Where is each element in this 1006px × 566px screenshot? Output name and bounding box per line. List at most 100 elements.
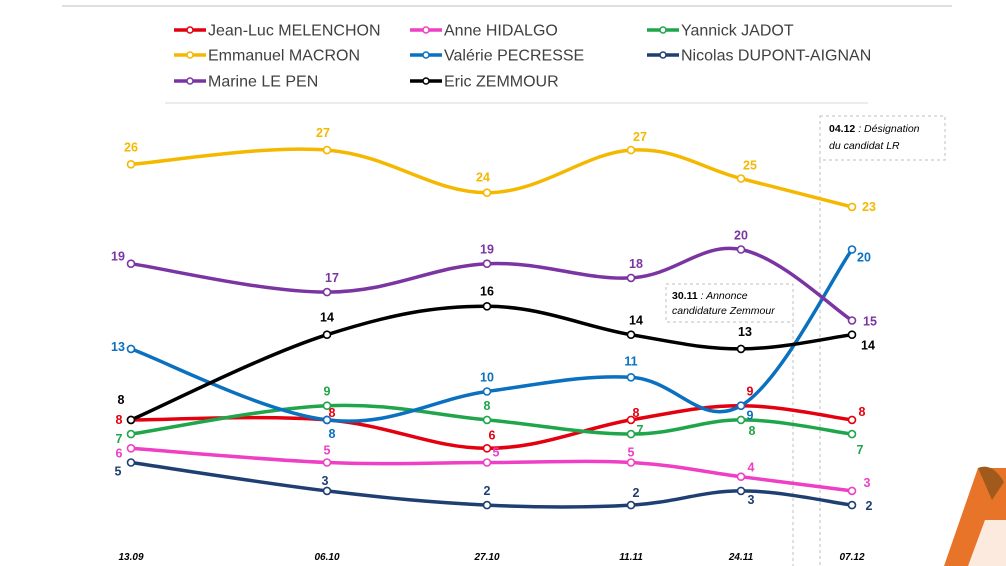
data-point-yannick-jadot-27-10	[482, 415, 492, 425]
data-label-eric-zemmour-24-11: 13	[738, 325, 752, 339]
data-point-eric-zemmour-24-11	[736, 344, 746, 354]
brand-logo	[944, 466, 1006, 566]
data-label-marine-le-pen-06-10: 17	[325, 271, 339, 285]
data-label-jean-luc-melenchon-24-11: 9	[747, 385, 754, 399]
legend-marker-jean-luc-melenchon	[186, 26, 194, 34]
data-point-valerie-pecresse-13-09	[126, 344, 136, 354]
series-line-marine-le-pen	[129, 246, 854, 323]
data-point-nicolas-dupont-aignan-24-11	[736, 486, 746, 496]
data-point-jean-luc-melenchon-27-10	[482, 443, 492, 453]
data-point-nicolas-dupont-aignan-06-10	[322, 486, 332, 496]
data-label-emmanuel-macron-24-11: 25	[743, 159, 757, 173]
legend-marker-eric-zemmour	[422, 77, 430, 85]
legend-label-jean-luc-melenchon: Jean-Luc MELENCHON	[208, 23, 381, 40]
x-tick-11-11: 11.11	[619, 552, 643, 563]
data-label-eric-zemmour-07-12: 14	[861, 339, 875, 353]
data-label-anne-hidalgo-11-11: 5	[628, 446, 635, 460]
data-label-eric-zemmour-11-11: 14	[629, 314, 643, 328]
legend-marker-marine-le-pen	[186, 77, 194, 85]
legend: Jean-Luc MELENCHON Anne HIDALGO Yannick JA…	[174, 23, 871, 91]
svg-text:30.11 : Annonce: 30.11 : Annonce	[672, 290, 748, 302]
data-point-valerie-pecresse-07-12	[847, 245, 857, 254]
data-point-valerie-pecresse-06-10	[322, 415, 332, 425]
data-label-marine-le-pen-27-10: 19	[480, 243, 494, 257]
legend-label-nicolas-dupont-aignan: Nicolas DUPONT-AIGNAN	[681, 48, 871, 65]
data-point-eric-zemmour-13-09	[126, 415, 136, 425]
legend-marker-yannick-jadot	[659, 26, 667, 34]
data-label-marine-le-pen-07-12: 15	[863, 315, 877, 329]
data-point-nicolas-dupont-aignan-07-12	[847, 500, 857, 510]
data-label-jean-luc-melenchon-07-12: 8	[859, 405, 866, 419]
legend-marker-emmanuel-macron	[186, 51, 194, 59]
data-label-valerie-pecresse-06-10: 8	[329, 427, 336, 441]
data-label-anne-hidalgo-13-09: 6	[116, 446, 123, 460]
data-point-yannick-jadot-13-09	[126, 429, 136, 439]
data-label-marine-le-pen-13-09: 19	[111, 250, 125, 264]
data-label-nicolas-dupont-aignan-24-11: 3	[748, 493, 755, 507]
data-point-marine-le-pen-06-10	[322, 287, 332, 297]
series-points	[126, 145, 857, 510]
data-label-yannick-jadot-06-10: 9	[324, 385, 331, 399]
data-label-yannick-jadot-13-09: 7	[116, 432, 123, 446]
x-tick-27-10: 27.10	[473, 552, 499, 563]
data-label-nicolas-dupont-aignan-13-09: 5	[115, 465, 122, 479]
data-label-emmanuel-macron-27-10: 24	[476, 171, 490, 185]
data-point-marine-le-pen-24-11	[736, 245, 746, 254]
data-label-eric-zemmour-27-10: 16	[480, 284, 494, 298]
data-point-emmanuel-macron-06-10	[322, 145, 332, 155]
data-point-nicolas-dupont-aignan-11-11	[626, 500, 636, 510]
data-point-marine-le-pen-13-09	[126, 259, 136, 269]
legend-marker-anne-hidalgo	[422, 26, 430, 34]
annotation-zemmour-date: 30.11	[672, 290, 698, 302]
data-point-eric-zemmour-11-11	[626, 330, 636, 340]
data-point-anne-hidalgo-06-10	[322, 458, 332, 467]
annotation-zemmour: 30.11 : Annonce candidature Zemmour	[665, 283, 794, 323]
data-label-emmanuel-macron-13-09: 26	[124, 140, 138, 154]
data-point-nicolas-dupont-aignan-27-10	[482, 500, 492, 510]
data-label-eric-zemmour-13-09: 8	[118, 393, 125, 407]
data-point-eric-zemmour-27-10	[482, 301, 492, 311]
annotation-lr-box	[819, 115, 946, 161]
data-point-nicolas-dupont-aignan-13-09	[126, 458, 136, 467]
data-point-yannick-jadot-07-12	[847, 429, 857, 439]
data-point-eric-zemmour-06-10	[322, 330, 332, 340]
series-line-valerie-pecresse	[129, 247, 854, 423]
x-tick-07-12: 07.12	[839, 552, 864, 563]
annotation-lr-date: 04.12	[829, 123, 855, 135]
annotation-zemmour-line2: candidature Zemmour	[672, 305, 775, 317]
data-label-jean-luc-melenchon-11-11: 8	[633, 406, 640, 420]
data-label-anne-hidalgo-07-12: 3	[864, 476, 871, 490]
data-point-emmanuel-macron-27-10	[482, 188, 492, 197]
data-label-jean-luc-melenchon-06-10: 8	[329, 406, 336, 420]
legend-marker-valerie-pecresse	[422, 51, 430, 59]
data-point-anne-hidalgo-24-11	[736, 472, 746, 482]
x-tick-06-10: 06.10	[314, 552, 339, 563]
legend-label-emmanuel-macron: Emmanuel MACRON	[208, 48, 360, 65]
legend-label-anne-hidalgo: Anne HIDALGO	[444, 23, 558, 40]
legend-label-yannick-jadot: Yannick JADOT	[681, 23, 794, 40]
data-label-marine-le-pen-24-11: 20	[734, 229, 748, 243]
svg-text:04.12 : Désignation: 04.12 : Désignation	[829, 123, 920, 135]
annotation-lr-line1: Désignation	[864, 123, 920, 135]
data-label-jean-luc-melenchon-13-09: 8	[116, 413, 123, 427]
data-label-yannick-jadot-07-12: 7	[857, 443, 864, 457]
data-label-nicolas-dupont-aignan-11-11: 2	[633, 486, 640, 500]
series-line-nicolas-dupont-aignan	[129, 460, 854, 509]
x-tick-13-09: 13.09	[118, 552, 143, 563]
data-point-emmanuel-macron-13-09	[126, 160, 136, 169]
data-point-emmanuel-macron-11-11	[626, 145, 636, 155]
data-label-valerie-pecresse-07-12: 20	[857, 251, 871, 265]
data-point-jean-luc-melenchon-07-12	[847, 415, 857, 425]
data-label-yannick-jadot-24-11: 8	[749, 424, 756, 438]
data-label-anne-hidalgo-06-10: 5	[324, 444, 331, 458]
legend-label-eric-zemmour: Eric ZEMMOUR	[444, 74, 559, 91]
data-point-anne-hidalgo-13-09	[126, 443, 136, 453]
data-point-eric-zemmour-07-12	[847, 330, 857, 340]
data-point-marine-le-pen-11-11	[626, 273, 636, 283]
data-point-marine-le-pen-27-10	[482, 259, 492, 269]
x-tick-24-11: 24.11	[728, 552, 754, 563]
data-point-yannick-jadot-06-10	[322, 401, 332, 411]
series-line-anne-hidalgo	[129, 446, 854, 493]
data-label-yannick-jadot-27-10: 8	[484, 399, 491, 413]
